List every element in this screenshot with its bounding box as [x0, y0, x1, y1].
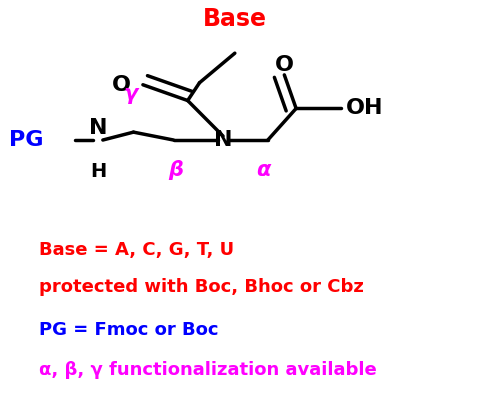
Text: PG = Fmoc or Boc: PG = Fmoc or Boc — [39, 322, 219, 340]
Text: β: β — [169, 160, 183, 180]
Text: protected with Boc, Bhoc or Cbz: protected with Boc, Bhoc or Cbz — [39, 278, 364, 296]
Text: N: N — [214, 130, 232, 150]
Text: α, β, γ functionalization available: α, β, γ functionalization available — [39, 361, 377, 379]
Text: Base = A, C, G, T, U: Base = A, C, G, T, U — [39, 240, 234, 258]
Text: H: H — [90, 162, 106, 181]
Text: PG: PG — [10, 130, 44, 150]
Text: O: O — [275, 55, 294, 75]
Text: OH: OH — [346, 98, 383, 118]
Text: N: N — [89, 118, 107, 138]
Text: α: α — [256, 160, 270, 180]
Text: γ: γ — [124, 84, 138, 104]
Text: O: O — [112, 75, 131, 95]
Text: Base: Base — [203, 8, 267, 32]
